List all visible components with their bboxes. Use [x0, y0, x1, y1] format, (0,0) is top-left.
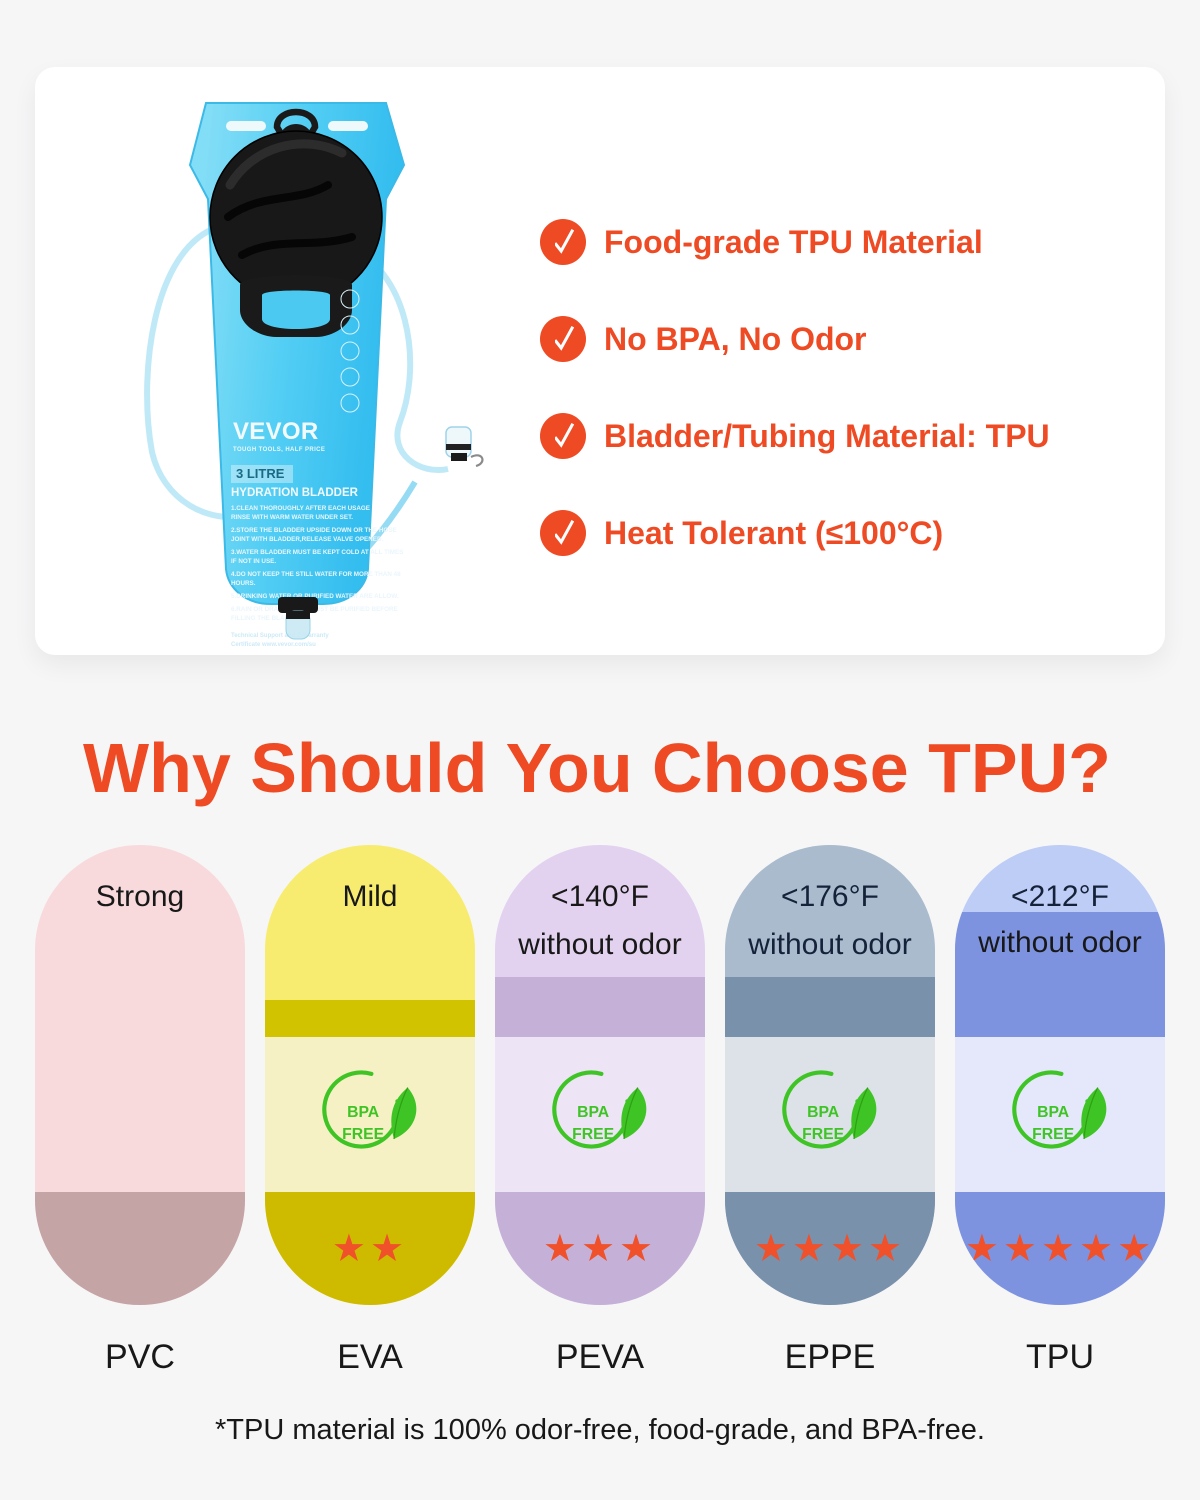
- svg-text:FREE: FREE: [342, 1126, 384, 1143]
- svg-text:FREE: FREE: [1032, 1126, 1074, 1143]
- svg-text:2.STORE THE BLADDER UPSIDE DOW: 2.STORE THE BLADDER UPSIDE DOWN OR THE H…: [231, 527, 397, 534]
- svg-text:BPA: BPA: [577, 1104, 609, 1121]
- svg-text:4.DO NOT KEEP THE STILL WATER: 4.DO NOT KEEP THE STILL WATER FOR MORE T…: [231, 571, 401, 578]
- svg-text:FREE: FREE: [572, 1126, 614, 1143]
- svg-text:HOURS.: HOURS.: [231, 580, 256, 587]
- svg-text:1.CLEAN THOROUGHLY AFTER EACH: 1.CLEAN THOROUGHLY AFTER EACH USAGE: [231, 505, 370, 512]
- svg-text:Technical Support and E-Warran: Technical Support and E-Warranty: [231, 633, 329, 639]
- svg-text:IF NOT IN USE.: IF NOT IN USE.: [231, 558, 276, 565]
- svg-text:RINSE WITH WARM WATER UNDER SE: RINSE WITH WARM WATER UNDER SET.: [231, 514, 353, 521]
- svg-text:JOINT WITH BLADDER,RELEASE VAL: JOINT WITH BLADDER,RELEASE VALVE OPENED.: [231, 536, 384, 543]
- svg-text:3 LITRE: 3 LITRE: [236, 466, 285, 481]
- svg-text:BPA: BPA: [807, 1104, 839, 1121]
- svg-text:BPA: BPA: [1037, 1104, 1069, 1121]
- svg-text:BPA: BPA: [347, 1104, 379, 1121]
- svg-text:HYDRATION BLADDER: HYDRATION BLADDER: [231, 487, 359, 499]
- svg-text:Certificate www.vevor.com/su: Certificate www.vevor.com/su: [231, 642, 316, 648]
- svg-text:TOUGH TOOLS, HALF PRICE: TOUGH TOOLS, HALF PRICE: [233, 447, 325, 453]
- svg-text:FREE: FREE: [802, 1126, 844, 1143]
- svg-text:VEVOR: VEVOR: [233, 418, 319, 445]
- svg-text:3.WATER BLADDER MUST BE KEPT C: 3.WATER BLADDER MUST BE KEPT COLD AT ALL…: [231, 549, 403, 556]
